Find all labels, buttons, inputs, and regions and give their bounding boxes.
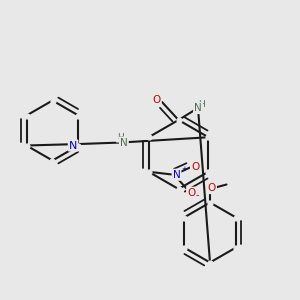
- Text: N: N: [69, 140, 77, 151]
- Text: N: N: [172, 170, 180, 180]
- Text: N: N: [194, 103, 202, 113]
- Text: O: O: [208, 183, 216, 193]
- Text: -: -: [195, 190, 199, 200]
- Text: +: +: [181, 166, 187, 172]
- Text: H: H: [117, 133, 123, 142]
- Text: O: O: [191, 162, 199, 172]
- Text: O: O: [187, 188, 195, 198]
- Text: N: N: [120, 137, 128, 148]
- Text: O: O: [152, 94, 161, 105]
- Text: H: H: [198, 100, 205, 109]
